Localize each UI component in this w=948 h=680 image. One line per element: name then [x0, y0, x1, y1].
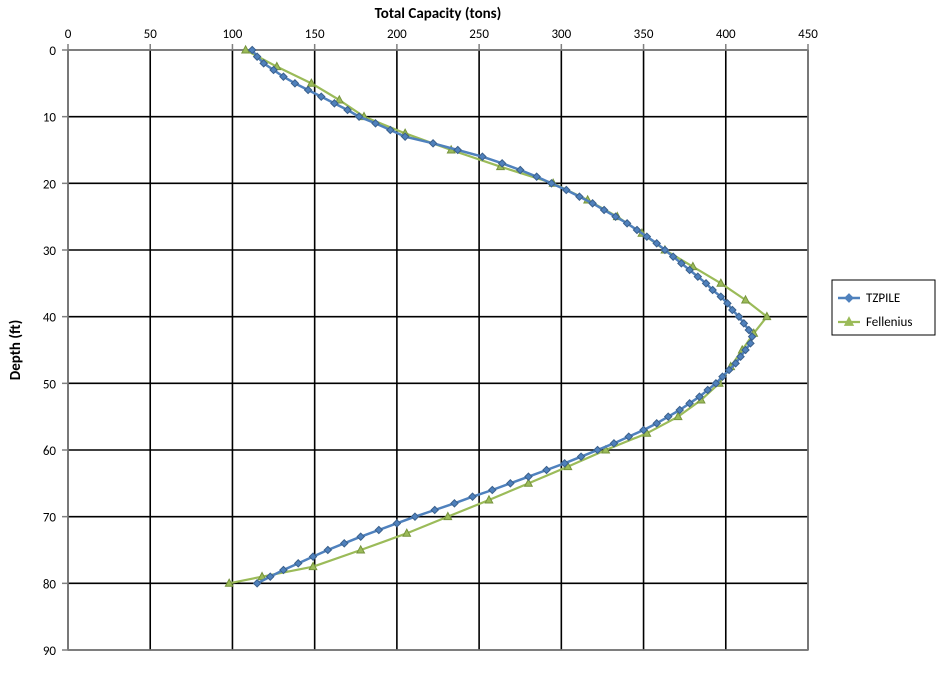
- legend-label: TZPILE: [866, 291, 900, 306]
- x-tick-label: 0: [65, 27, 72, 42]
- x-tick-label: 250: [469, 27, 489, 42]
- chart-svg: 0 50 100 150 200 250 300 350 400 450 0 10 20 30 40 50 60…: [0, 0, 948, 680]
- x-tick-label: 350: [634, 27, 654, 42]
- y-tick-label: 80: [43, 577, 57, 592]
- x-axis-title: Total Capacity (tons): [375, 5, 502, 23]
- x-tick-label: 400: [716, 27, 736, 42]
- y-tick-label: 10: [43, 111, 57, 126]
- y-tick-label: 40: [43, 311, 57, 326]
- x-tick-label: 100: [223, 27, 243, 42]
- x-tick-label: 150: [305, 27, 325, 42]
- y-tick-label: 0: [49, 44, 56, 59]
- chart-container: 0 50 100 150 200 250 300 350 400 450 0 10 20 30 40 50 60…: [0, 0, 948, 680]
- y-tick-label: 90: [43, 644, 57, 659]
- y-tick-label: 30: [43, 244, 57, 259]
- y-tick-label: 20: [43, 177, 57, 192]
- x-tick-label: 50: [144, 27, 158, 42]
- x-tick-label: 200: [387, 27, 407, 42]
- y-tick-label: 70: [43, 511, 57, 526]
- legend: TZPILE Fellenius: [832, 280, 935, 335]
- legend-label: Fellenius: [866, 315, 912, 330]
- y-tick-label: 60: [43, 444, 57, 459]
- x-tick-label: 300: [551, 27, 571, 42]
- y-axis-title: Depth (ft): [7, 320, 25, 381]
- y-tick-label: 50: [43, 377, 57, 392]
- x-tick-label: 450: [798, 27, 818, 42]
